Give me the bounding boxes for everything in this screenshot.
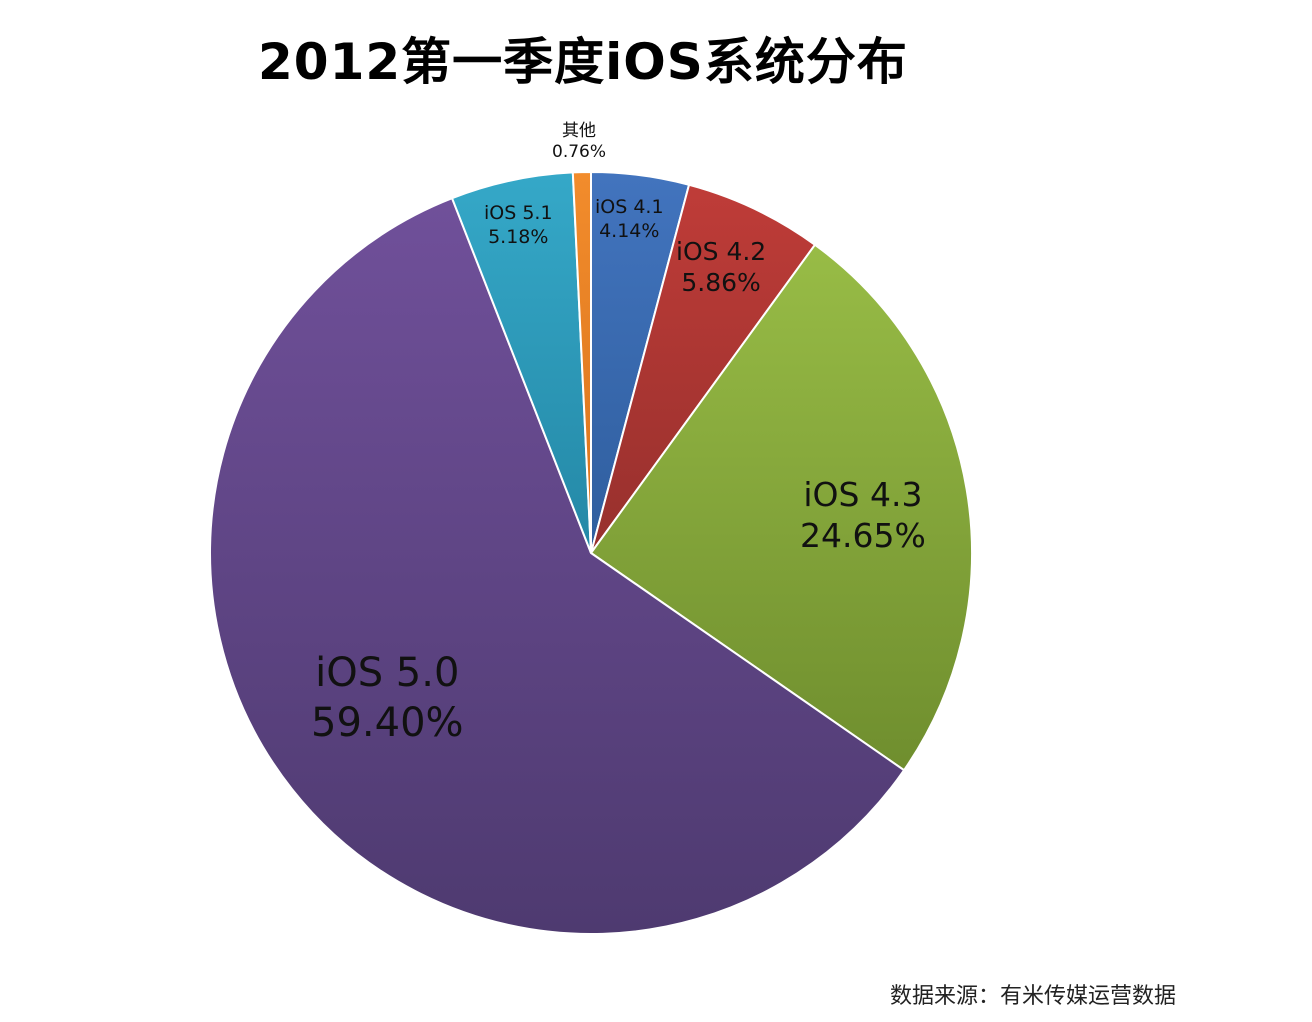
slice-label-other: 其他 0.76% (552, 121, 606, 164)
slice-label-ios41: iOS 4.1 4.14% (595, 196, 664, 244)
slice-name: iOS 4.3 (803, 475, 923, 514)
slice-value: 24.65% (800, 516, 926, 556)
slice-name: iOS 4.1 (595, 196, 664, 218)
slice-value: 59.40% (311, 700, 464, 746)
slice-name: iOS 4.2 (676, 237, 767, 266)
slice-value: 5.18% (488, 225, 549, 248)
chart-title: 2012第一季度iOS系统分布 (258, 33, 908, 91)
slice-name: iOS 5.1 (484, 202, 553, 224)
pie-slice-ios43 (589, 243, 973, 772)
pie-slice-ios42 (590, 183, 817, 554)
pie-slice-其他 (571, 170, 592, 554)
data-source-note: 数据来源：有米传媒运营数据 (890, 984, 1177, 1009)
slice-label-ios50: iOS 5.0 59.40% (311, 648, 464, 748)
slice-value: 4.14% (599, 219, 660, 242)
slice-label-ios42: iOS 4.2 5.86% (676, 236, 766, 299)
slice-label-ios51: iOS 5.1 5.18% (484, 202, 553, 250)
pie-slice-ios50 (209, 196, 906, 935)
slice-value: 0.76% (552, 142, 607, 163)
slice-label-ios43: iOS 4.3 24.65% (800, 474, 926, 557)
slice-name: 其他 (562, 121, 596, 141)
slice-name: iOS 5.0 (315, 650, 460, 696)
slice-value: 5.86% (681, 268, 761, 298)
